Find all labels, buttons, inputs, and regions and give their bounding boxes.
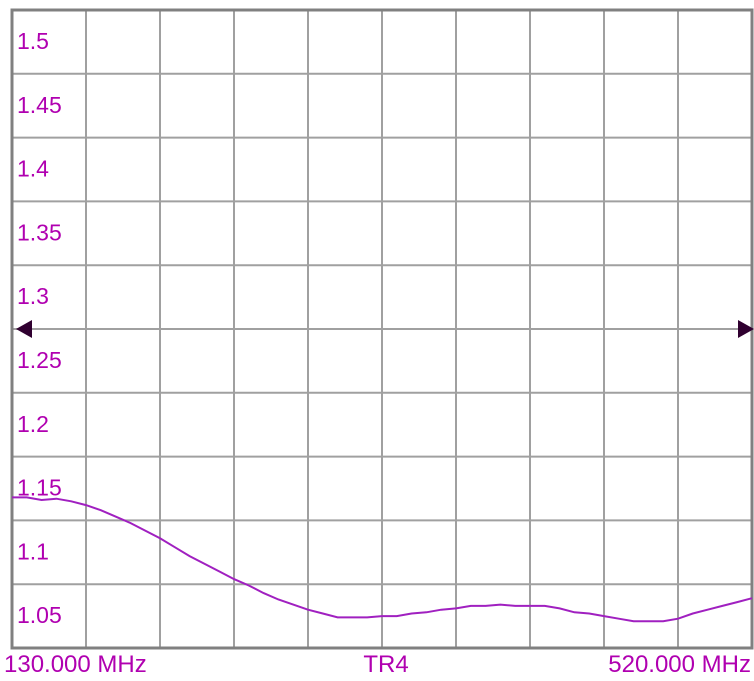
- trace-line: [12, 496, 753, 623]
- reference-marker-left: [16, 320, 32, 338]
- grid: [12, 10, 752, 648]
- y-tick-label: 1.1: [17, 538, 49, 564]
- y-tick-label: 1.2: [17, 411, 49, 437]
- y-tick-label: 1.45: [17, 92, 62, 118]
- y-tick-label: 1.4: [17, 156, 49, 182]
- trace-label: TR4: [363, 651, 408, 678]
- y-tick-label: 1.15: [17, 475, 62, 501]
- stop-frequency-label: 520.000 MHz: [608, 651, 751, 678]
- y-tick-label: 1.5: [17, 28, 49, 54]
- y-tick-label: 1.35: [17, 219, 62, 245]
- y-tick-label: 1.3: [17, 283, 49, 309]
- y-tick-label: 1.05: [17, 602, 62, 628]
- start-frequency-label: 130.000 MHz: [4, 651, 147, 678]
- y-tick-label: 1.25: [17, 347, 62, 373]
- y-tick-labels: 1.5 1.45 1.4 1.35 1.3 1.25 1.2 1.15 1.1 1.05: [17, 28, 62, 628]
- reference-marker-right: [738, 320, 754, 338]
